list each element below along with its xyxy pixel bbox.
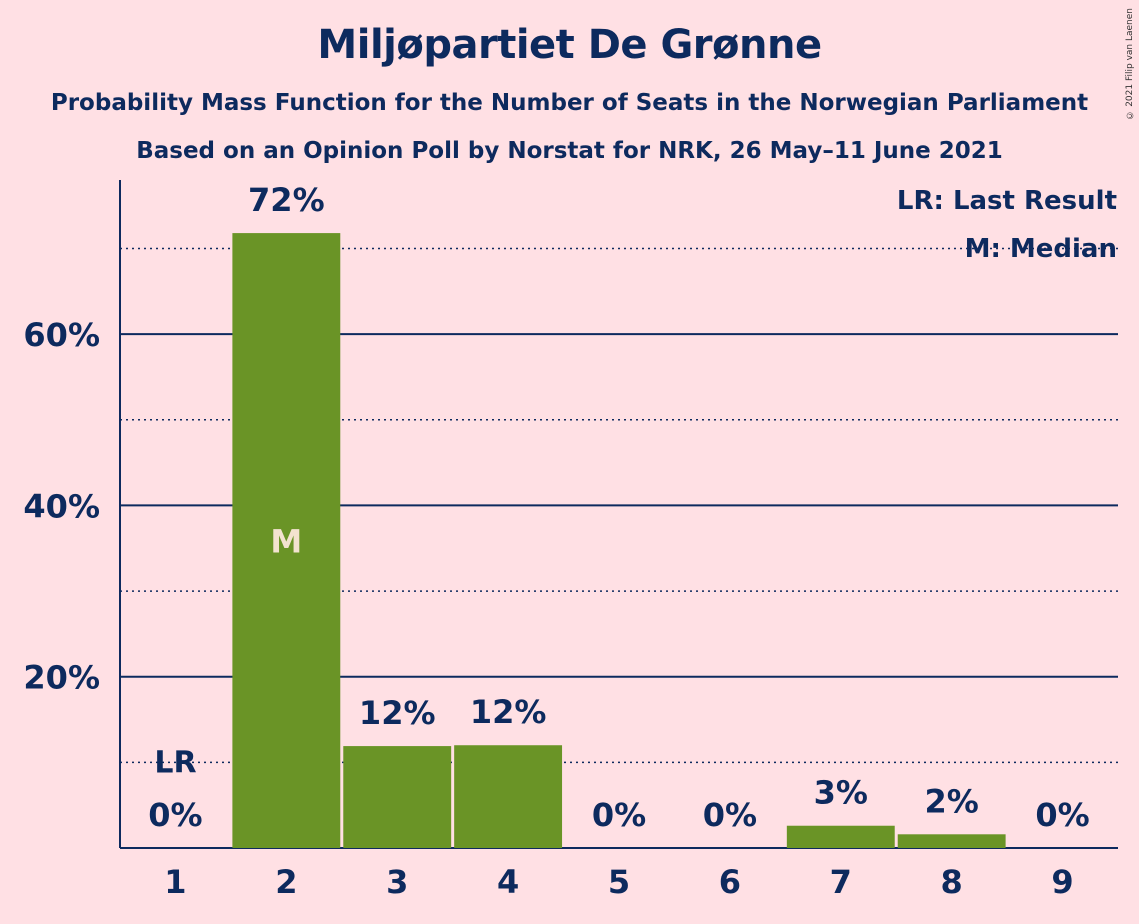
chart-title: Miljøpartiet De Grønne bbox=[317, 22, 822, 68]
last-result-marker: LR bbox=[154, 745, 196, 780]
legend-median: M: Median bbox=[965, 234, 1117, 264]
y-tick-label: 60% bbox=[23, 316, 100, 354]
median-marker: M bbox=[270, 523, 302, 561]
value-label: 12% bbox=[470, 693, 547, 731]
bar-8 bbox=[897, 834, 1006, 848]
bar-4 bbox=[454, 745, 563, 848]
chart-subtitle-source: Based on an Opinion Poll by Norstat for … bbox=[136, 138, 1003, 164]
x-tick-label: 6 bbox=[719, 863, 741, 901]
legend-last-result: LR: Last Result bbox=[897, 186, 1117, 216]
value-label: 2% bbox=[925, 782, 979, 820]
bar-7 bbox=[786, 825, 895, 848]
value-label: 0% bbox=[1035, 796, 1089, 834]
bars bbox=[232, 233, 1006, 849]
value-label: 3% bbox=[814, 774, 868, 812]
y-tick-label: 40% bbox=[23, 487, 100, 525]
value-label: 72% bbox=[248, 181, 325, 219]
x-tick-label: 5 bbox=[608, 863, 630, 901]
x-tick-label: 8 bbox=[941, 863, 963, 901]
value-label: 12% bbox=[359, 694, 436, 732]
x-tick-label: 3 bbox=[386, 863, 408, 901]
value-label: 0% bbox=[592, 796, 646, 834]
bar-3 bbox=[343, 746, 452, 848]
value-label: 0% bbox=[703, 796, 757, 834]
y-tick-label: 20% bbox=[23, 659, 100, 697]
x-tick-label: 7 bbox=[830, 863, 852, 901]
value-label: 0% bbox=[148, 796, 202, 834]
labels: 20%40%60%0%1LR72%2M12%312%40%50%63%72%80… bbox=[23, 181, 1089, 901]
bar-2 bbox=[232, 233, 341, 849]
x-tick-label: 4 bbox=[497, 863, 519, 901]
x-tick-label: 1 bbox=[164, 863, 186, 901]
x-tick-label: 2 bbox=[275, 863, 297, 901]
x-tick-label: 9 bbox=[1051, 863, 1073, 901]
chart-subtitle: Probability Mass Function for the Number… bbox=[50, 90, 1089, 116]
